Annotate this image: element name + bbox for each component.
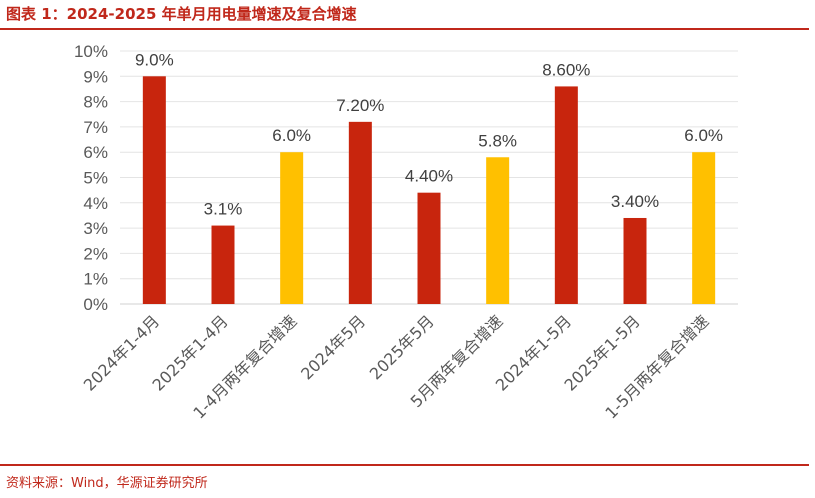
y-tick-label: 3% xyxy=(83,219,108,238)
title-divider xyxy=(0,28,809,30)
bar xyxy=(486,157,510,304)
bar xyxy=(623,217,647,304)
x-axis-ticks: 2024年1-4月2025年1-4月1-4月两年复合增速2024年5月2025年… xyxy=(80,311,713,422)
y-tick-label: 5% xyxy=(83,169,108,188)
y-tick-label: 7% xyxy=(83,118,108,137)
bar xyxy=(417,192,441,304)
data-label: 4.40% xyxy=(405,167,453,186)
data-label: 8.60% xyxy=(542,60,590,79)
data-label: 7.20% xyxy=(336,96,384,115)
bar xyxy=(211,225,235,304)
source-note: 资料来源：Wind，华源证券研究所 xyxy=(6,476,208,491)
y-tick-label: 8% xyxy=(83,93,108,112)
y-tick-label: 9% xyxy=(83,67,108,86)
x-tick-label: 2025年5月 xyxy=(366,311,438,383)
y-tick-label: 1% xyxy=(83,270,108,289)
x-tick-label: 2024年5月 xyxy=(297,311,369,383)
data-label: 6.0% xyxy=(684,126,723,145)
bar xyxy=(348,121,372,304)
data-labels: 9.0% 3.1% 6.0% 7.20% 4.40% 5.8% 8.60% 3.40% 6.0% xyxy=(135,50,723,218)
y-tick-label: 4% xyxy=(83,194,108,213)
data-label: 5.8% xyxy=(478,131,517,150)
data-label: 6.0% xyxy=(272,126,311,145)
data-label: 3.40% xyxy=(611,192,659,211)
bar xyxy=(142,76,166,304)
bar xyxy=(280,152,304,304)
bar xyxy=(554,86,578,304)
source-divider xyxy=(0,464,809,466)
y-axis-ticks: 0% 1% 2% 3% 4% 5% 6% 7% 8% 9% 10% xyxy=(74,42,108,314)
y-tick-label: 2% xyxy=(83,244,108,263)
data-label: 3.1% xyxy=(204,200,243,219)
bars xyxy=(142,76,716,304)
page-title: 图表 1：2024-2025 年单月用电量增速及复合增速 xyxy=(6,5,357,23)
bar xyxy=(692,152,716,304)
y-tick-label: 10% xyxy=(74,42,108,61)
y-tick-label: 6% xyxy=(83,143,108,162)
data-label: 9.0% xyxy=(135,50,174,69)
y-tick-label: 0% xyxy=(83,295,108,314)
